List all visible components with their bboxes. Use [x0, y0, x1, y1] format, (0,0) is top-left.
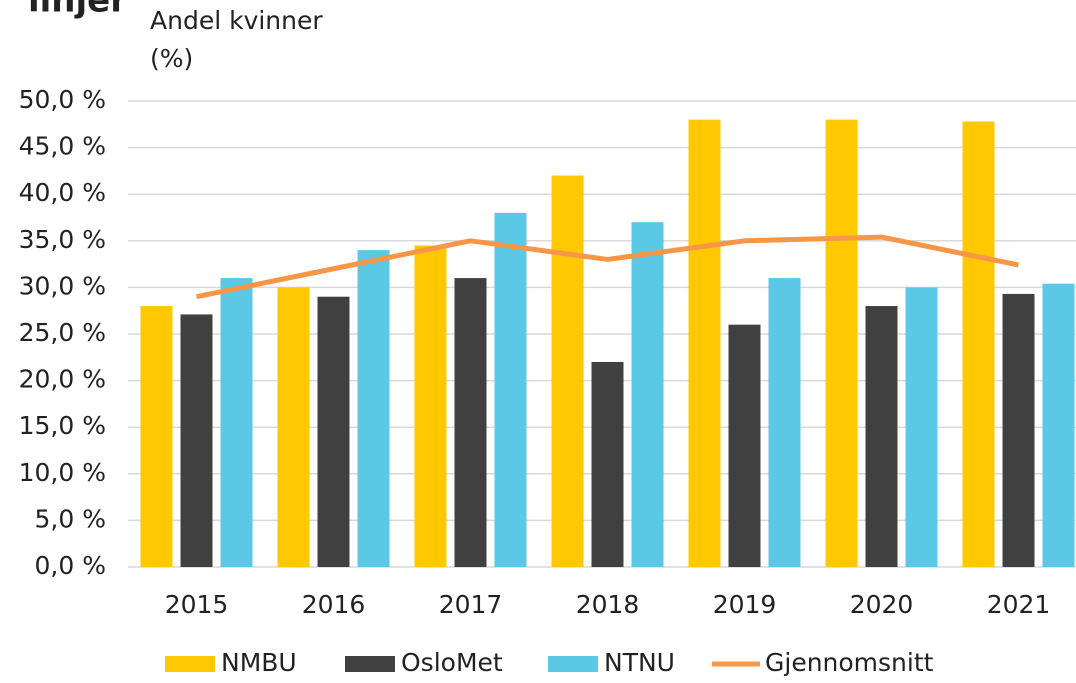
x-tick-label: 2019 — [713, 590, 777, 619]
bar — [825, 119, 858, 567]
bar — [865, 306, 898, 567]
bar — [631, 222, 664, 567]
y-tick-label: 20,0 % — [19, 365, 106, 394]
y-tick-label: 40,0 % — [19, 178, 106, 207]
x-tick-label: 2020 — [850, 590, 914, 619]
legend-label: NTNU — [604, 648, 675, 677]
bar — [357, 250, 390, 567]
bar — [220, 278, 253, 567]
legend-swatch — [165, 656, 215, 672]
bar — [494, 212, 527, 567]
bar — [591, 361, 624, 567]
y-tick-label: 50,0 % — [19, 85, 106, 114]
x-tick-label: 2017 — [439, 590, 503, 619]
y-tick-label: 0,0 % — [35, 551, 106, 580]
y-tick-label: 45,0 % — [19, 132, 106, 161]
bar — [688, 119, 721, 567]
legend-swatch — [345, 656, 395, 672]
x-tick-label: 2016 — [302, 590, 366, 619]
y-tick-label: 10,0 % — [19, 458, 106, 487]
bar — [140, 306, 173, 567]
y-tick-label: 35,0 % — [19, 225, 106, 254]
bar — [1002, 293, 1035, 567]
legend-label: Gjennomsnitt — [765, 648, 934, 677]
y-tick-label: 5,0 % — [35, 504, 106, 533]
x-tick-label: 2021 — [987, 590, 1051, 619]
bar — [962, 121, 995, 567]
bar — [414, 245, 447, 567]
bar — [551, 175, 584, 567]
chart-title: linjer — [28, 0, 127, 21]
bar — [1042, 283, 1075, 567]
x-tick-label: 2015 — [165, 590, 229, 619]
x-tick-label: 2018 — [576, 590, 640, 619]
legend-swatch — [548, 656, 598, 672]
y-axis-label: Andel kvinner — [150, 6, 323, 35]
y-tick-label: 15,0 % — [19, 411, 106, 440]
y-tick-label: 30,0 % — [19, 271, 106, 300]
legend-label: OsloMet — [401, 648, 503, 677]
bar — [728, 324, 761, 567]
bar — [905, 287, 938, 567]
bar — [768, 278, 801, 567]
bar — [317, 296, 350, 567]
y-tick-label: 25,0 % — [19, 318, 106, 347]
y-axis-label: (%) — [150, 44, 193, 73]
bar — [454, 278, 487, 567]
bar — [277, 287, 310, 567]
legend-label: NMBU — [221, 648, 297, 677]
line — [196, 234, 1019, 300]
bar — [180, 314, 213, 567]
